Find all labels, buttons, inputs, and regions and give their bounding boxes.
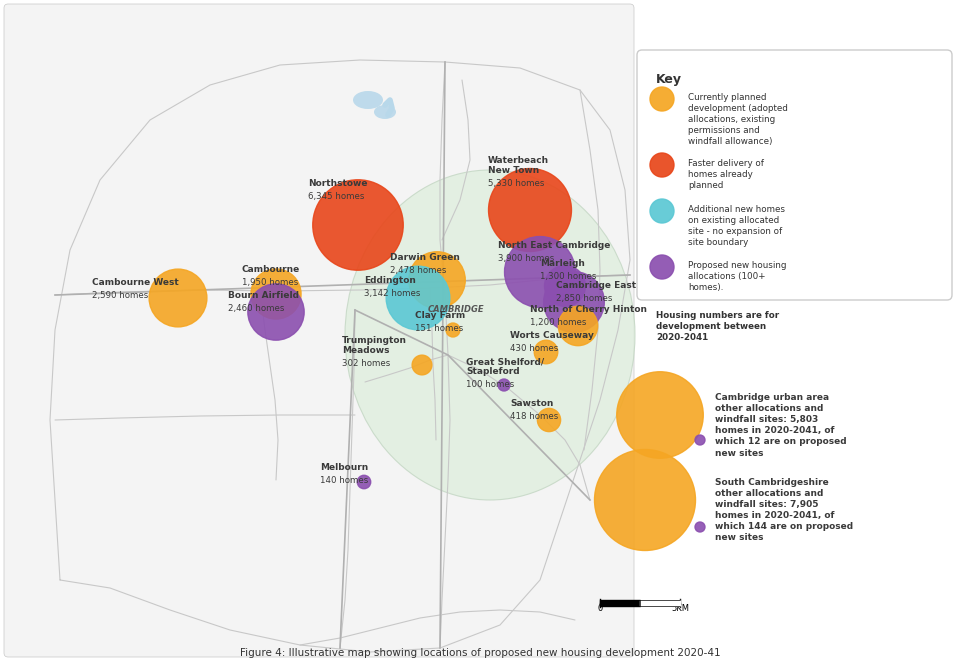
Text: 2,850 homes: 2,850 homes [556,294,612,303]
Ellipse shape [374,105,396,119]
Circle shape [559,307,598,345]
Circle shape [386,266,450,330]
Text: Bourn Airfield: Bourn Airfield [228,291,299,300]
Text: 1,300 homes: 1,300 homes [540,272,596,281]
Text: Cambridge East: Cambridge East [556,281,636,290]
Circle shape [489,168,571,251]
Text: Additional new homes
on existing allocated
site - no expansion of
site boundary: Additional new homes on existing allocat… [688,205,785,247]
Ellipse shape [345,170,635,500]
Text: 2,460 homes: 2,460 homes [228,304,284,313]
FancyBboxPatch shape [4,4,634,657]
Text: South Cambridgeshire
other allocations and
windfall sites: 7,905
homes in 2020-2: South Cambridgeshire other allocations a… [715,478,853,542]
Text: Melbourn: Melbourn [320,463,369,472]
Circle shape [498,379,510,391]
Circle shape [251,269,301,319]
Circle shape [650,199,674,223]
Text: Clay Farm: Clay Farm [415,311,466,320]
Text: 418 homes: 418 homes [510,412,559,421]
Circle shape [594,450,695,550]
Circle shape [543,272,604,332]
Text: Cambourne: Cambourne [242,265,300,274]
Text: 140 homes: 140 homes [320,476,369,485]
Text: Darwin Green: Darwin Green [390,253,460,262]
Text: Waterbeach
New Town: Waterbeach New Town [488,156,549,175]
Text: Figure 4: Illustrative map showing locations of proposed new housing development: Figure 4: Illustrative map showing locat… [240,648,720,658]
Text: 0: 0 [597,604,603,613]
Circle shape [248,284,304,340]
Text: Trumpington
Meadows: Trumpington Meadows [342,336,407,355]
Circle shape [538,408,561,432]
Circle shape [357,475,371,489]
Circle shape [409,252,466,308]
Circle shape [650,153,674,177]
Text: 5,330 homes: 5,330 homes [488,179,544,188]
Text: Cambourne West: Cambourne West [92,278,179,287]
Circle shape [313,180,403,271]
Text: 2,478 homes: 2,478 homes [390,266,446,275]
Circle shape [544,265,586,307]
Text: Northstowe: Northstowe [308,179,368,188]
Circle shape [446,323,460,337]
Text: 430 homes: 430 homes [510,344,559,353]
Text: 1,200 homes: 1,200 homes [530,318,587,327]
Circle shape [505,236,575,307]
FancyBboxPatch shape [637,50,952,300]
Text: Marleigh: Marleigh [540,259,585,268]
Text: Worts Causeway: Worts Causeway [510,331,594,340]
Text: North of Cherry Hinton: North of Cherry Hinton [530,305,647,314]
Text: 2,590 homes: 2,590 homes [92,291,148,300]
Circle shape [534,340,558,364]
Circle shape [695,522,705,532]
Text: 100 homes: 100 homes [466,380,515,389]
Text: 151 homes: 151 homes [415,324,464,333]
Text: 302 homes: 302 homes [342,359,391,368]
Text: 1,950 homes: 1,950 homes [242,278,299,287]
Text: Great Shelford/
Stapleford: Great Shelford/ Stapleford [466,357,544,376]
Text: 3,142 homes: 3,142 homes [364,289,420,298]
Circle shape [695,435,705,445]
Ellipse shape [353,91,383,109]
Text: Currently planned
development (adopted
allocations, existing
permissions and
win: Currently planned development (adopted a… [688,93,788,146]
Circle shape [650,255,674,279]
Text: 3,900 homes: 3,900 homes [498,254,554,263]
Text: 5KM: 5KM [671,604,689,613]
Text: Sawston: Sawston [510,399,553,408]
Text: Faster delivery of
homes already
planned: Faster delivery of homes already planned [688,159,764,190]
Circle shape [616,371,704,458]
Text: CAMBRIDGE: CAMBRIDGE [428,305,484,315]
Circle shape [149,269,207,327]
Circle shape [650,87,674,111]
Text: 6,345 homes: 6,345 homes [308,192,365,201]
Text: Housing numbers are for
development between
2020-2041: Housing numbers are for development betw… [656,311,780,342]
Text: Eddington: Eddington [364,276,416,285]
Circle shape [412,355,432,375]
Text: Cambridge urban area
other allocations and
windfall sites: 5,803
homes in 2020-2: Cambridge urban area other allocations a… [715,393,847,458]
Text: Key: Key [656,73,682,86]
Text: Proposed new housing
allocations (100+
homes).: Proposed new housing allocations (100+ h… [688,261,786,292]
Text: North East Cambridge: North East Cambridge [498,241,611,250]
